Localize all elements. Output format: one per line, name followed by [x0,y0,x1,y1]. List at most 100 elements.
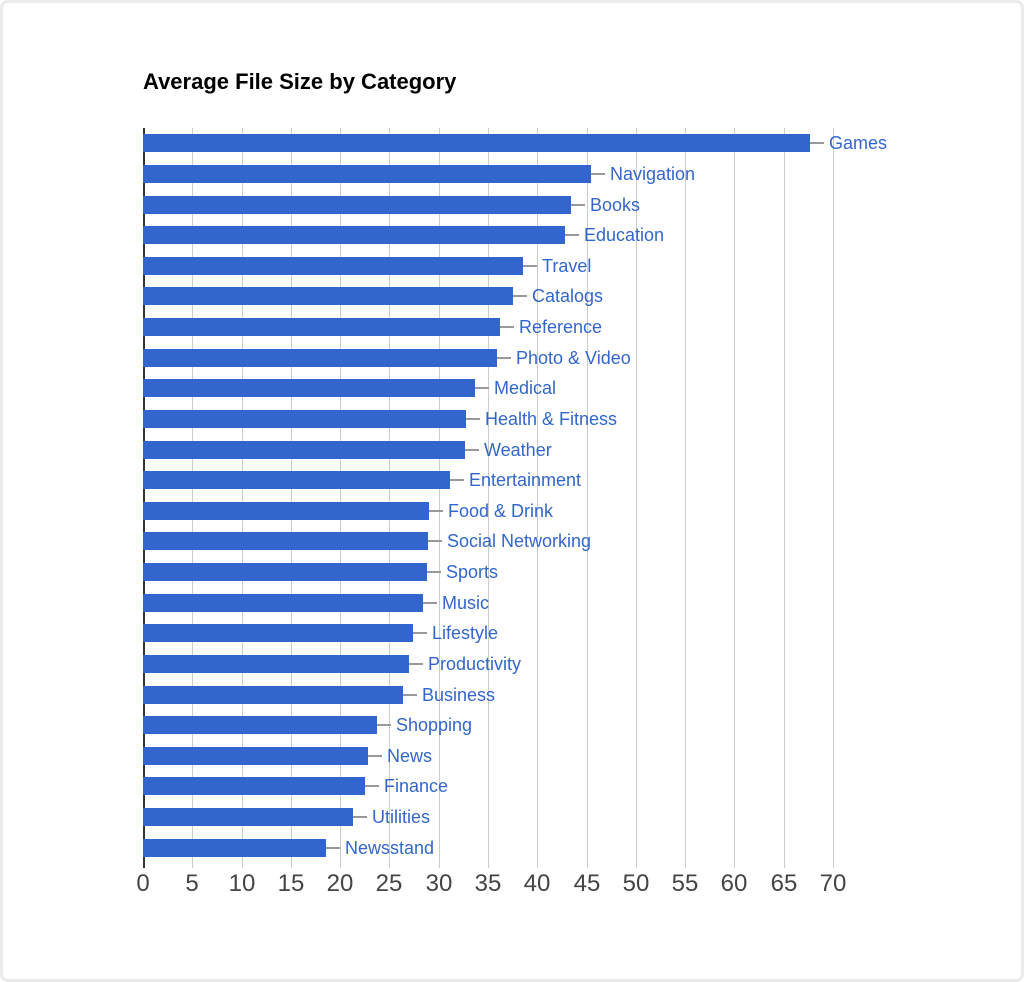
bar[interactable] [143,471,450,489]
gridline [784,128,785,863]
axis-tick-mark [636,863,637,868]
bar-label: Entertainment [469,470,582,490]
axis-tick-mark [192,863,193,868]
leader-line [429,510,443,512]
bar-label: Medical [494,378,557,398]
bar[interactable] [143,165,591,183]
bar[interactable] [143,196,571,214]
x-tick-label: 45 [573,870,601,897]
gridline [439,128,440,863]
leader-line [423,602,437,604]
bar[interactable] [143,808,353,826]
chart-title: Average File Size by Category [143,69,457,94]
gridline [340,128,341,863]
leader-line [409,663,423,665]
bar-label: Food & Drink [448,501,554,521]
bar[interactable] [143,410,466,428]
bar[interactable] [143,349,497,367]
gridline [685,128,686,863]
x-axis-zero-line [143,128,145,868]
leader-line [523,265,537,267]
x-tick-label: 50 [622,870,650,897]
bar[interactable] [143,532,428,550]
leader-line [365,785,379,787]
leader-line [591,173,605,175]
bar-label: News [387,746,433,766]
leader-line [810,142,824,144]
axis-tick-mark [291,863,292,868]
bar-label: Games [829,133,888,153]
bar[interactable] [143,747,368,765]
bar[interactable] [143,594,423,612]
x-tick-label: 55 [671,870,699,897]
bar-label: Finance [384,776,449,796]
x-tick-label: 15 [277,870,305,897]
gridline [192,128,193,863]
bar-label: Health & Fitness [485,409,618,429]
axis-tick-mark [833,863,834,868]
axis-tick-mark [488,863,489,868]
bar-label: Weather [484,440,552,460]
leader-line [377,724,391,726]
gridline [389,128,390,863]
bar[interactable] [143,226,565,244]
bar-label: Reference [519,317,603,337]
leader-line [413,632,427,634]
leader-line [428,540,442,542]
bar-label: Books [590,195,641,215]
leader-line [565,234,579,236]
leader-line [571,204,585,206]
leader-line [450,479,464,481]
bar-label: Travel [542,256,592,276]
bar[interactable] [143,563,427,581]
bar[interactable] [143,624,413,642]
bar[interactable] [143,287,513,305]
x-tick-label: 60 [720,870,748,897]
bar[interactable] [143,134,810,152]
bar-label: Catalogs [532,286,604,306]
axis-tick-mark [734,863,735,868]
bar[interactable] [143,502,429,520]
gridline [537,128,538,863]
bar-label: Sports [446,562,499,582]
plot-area: Games Navigation Books Education Travel Catal… [143,128,887,868]
x-tick-label: 65 [770,870,798,897]
x-tick-label: 25 [375,870,403,897]
bar-label: Social Networking [447,531,592,551]
leader-line [513,295,527,297]
bar-label: Newsstand [345,838,435,858]
axis-tick-mark [242,863,243,868]
leader-line [475,387,489,389]
bar[interactable] [143,655,409,673]
bar-label: Utilities [372,807,431,827]
bar-label: Business [422,685,496,705]
bar-label: Education [584,225,665,245]
bar[interactable] [143,686,403,704]
bar[interactable] [143,257,523,275]
leader-line [427,571,441,573]
bar[interactable] [143,379,475,397]
leader-line [353,816,367,818]
gridline [587,128,588,863]
x-tick-label: 5 [185,870,199,897]
bar[interactable] [143,318,500,336]
gridline [734,128,735,863]
leader-line [403,694,417,696]
x-tick-label: 70 [819,870,847,897]
bar[interactable] [143,716,377,734]
axis-tick-mark [784,863,785,868]
x-tick-label: 40 [523,870,551,897]
leader-line [326,847,340,849]
x-tick-label: 0 [136,870,150,897]
bar-label: Productivity [428,654,522,674]
bar[interactable] [143,839,326,857]
axis-tick-mark [340,863,341,868]
x-tick-label: 10 [228,870,256,897]
bar[interactable] [143,441,465,459]
bar[interactable] [143,777,365,795]
gridline [488,128,489,863]
x-tick-label: 35 [474,870,502,897]
axis-tick-mark [537,863,538,868]
leader-line [465,449,479,451]
